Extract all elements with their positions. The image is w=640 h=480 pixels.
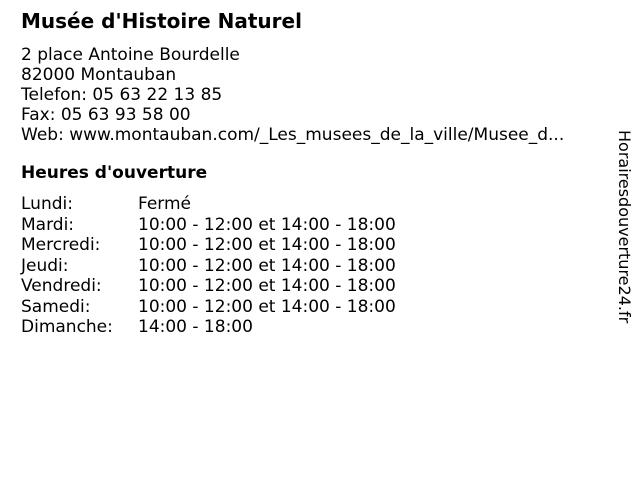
opening-hours-heading: Heures d'ouverture <box>21 163 208 183</box>
hours-value: 10:00 - 12:00 et 14:00 - 18:00 <box>138 255 396 276</box>
hours-value: 10:00 - 12:00 et 14:00 - 18:00 <box>138 296 396 317</box>
hours-value: Fermé <box>138 194 192 214</box>
contact-info: 2 place Antoine Bourdelle 82000 Montauba… <box>21 45 620 145</box>
opening-hours-table: Lundi: Fermé Mardi: 10:00 - 12:00 et 14:… <box>21 194 396 338</box>
address-line-2: 82000 Montauban <box>21 65 177 85</box>
table-row: Mercredi: 10:00 - 12:00 et 14:00 - 18:00 <box>21 235 396 256</box>
table-row: Mardi: 10:00 - 12:00 et 14:00 - 18:00 <box>21 215 396 236</box>
table-row: Vendredi: 10:00 - 12:00 et 14:00 - 18:00 <box>21 276 396 297</box>
fax-line: Fax: 05 63 93 58 00 <box>21 105 191 125</box>
table-row: Jeudi: 10:00 - 12:00 et 14:00 - 18:00 <box>21 256 396 277</box>
hours-value: 14:00 - 18:00 <box>138 317 253 337</box>
hours-value: 10:00 - 12:00 et 14:00 - 18:00 <box>138 276 396 296</box>
day-label: Mercredi: <box>21 235 101 255</box>
watermark-brand: Horairesdouverture24.fr <box>615 130 634 324</box>
day-label: Mardi: <box>21 214 75 235</box>
day-label: Lundi: <box>21 194 73 214</box>
day-label: Dimanche: <box>21 317 113 337</box>
website-link[interactable]: Web: www.montauban.com/_Les_musees_de_la… <box>21 125 565 145</box>
day-label: Vendredi: <box>21 276 102 296</box>
hours-value: 10:00 - 12:00 et 14:00 - 18:00 <box>138 235 396 255</box>
hours-value: 10:00 - 12:00 et 14:00 - 18:00 <box>138 214 396 235</box>
table-row: Lundi: Fermé <box>21 194 396 215</box>
phone-line: Telefon: 05 63 22 13 85 <box>21 85 223 105</box>
address-line-1: 2 place Antoine Bourdelle <box>21 45 240 65</box>
table-row: Samedi: 10:00 - 12:00 et 14:00 - 18:00 <box>21 297 396 318</box>
day-label: Samedi: <box>21 296 91 317</box>
museum-title: Musée d'Histoire Naturel <box>21 9 302 33</box>
table-row: Dimanche: 14:00 - 18:00 <box>21 317 396 338</box>
day-label: Jeudi: <box>21 255 69 276</box>
